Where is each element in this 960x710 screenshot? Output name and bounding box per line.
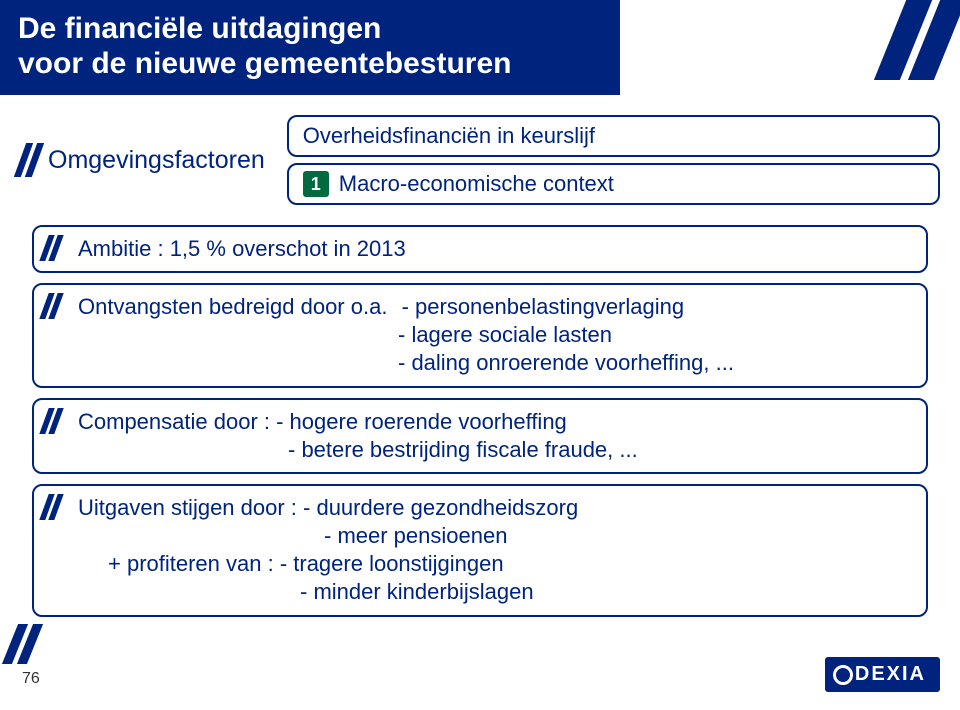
accent-top-right-icon	[840, 0, 960, 80]
slash-icon	[44, 408, 59, 434]
accent-bottom-left-icon	[10, 624, 35, 664]
env-row: Omgevingsfactoren Overheidsfinanciën in …	[20, 115, 940, 205]
list-item: Uitgaven stijgen door : - duurdere gezon…	[32, 484, 928, 617]
item-line1: Compensatie door : - hogere roerende voo…	[78, 409, 567, 434]
bubble-top-text: Overheidsfinanciën in keurslijf	[303, 123, 595, 149]
item-sub2: - lagere sociale lasten	[78, 321, 612, 349]
slash-icon	[20, 143, 38, 177]
brand-logo: DEXIA	[825, 657, 940, 692]
slash-icon	[44, 293, 59, 319]
page-number: 76	[22, 670, 40, 688]
item-line3: + profiteren van : - tragere loonstijgin…	[78, 550, 504, 578]
bubble-top: Overheidsfinanciën in keurslijf	[287, 115, 940, 157]
number-badge: 1	[303, 171, 329, 197]
slash-icon	[44, 494, 59, 520]
env-label: Omgevingsfactoren	[48, 146, 265, 175]
bubble-bottom-text: Macro-economische context	[339, 171, 614, 197]
items-list: Ambitie : 1,5 % overschot in 2013 Ontvan…	[32, 225, 928, 617]
list-item: Ontvangsten bedreigd door o.a. - persone…	[32, 283, 928, 387]
title-line-1: De financiële uitdagingen	[18, 12, 381, 45]
item-line1: Uitgaven stijgen door : - duurdere gezon…	[78, 495, 578, 520]
brand-text: DEXIA	[855, 663, 926, 685]
bubble-bottom: 1 Macro-economische context	[287, 163, 940, 205]
title-block: De financiële uitdagingen voor de nieuwe…	[0, 0, 620, 95]
page-title: De financiële uitdagingen voor de nieuwe…	[18, 12, 602, 81]
item-line2: - meer pensioenen	[78, 522, 507, 550]
list-item: Compensatie door : - hogere roerende voo…	[32, 398, 928, 474]
item-lead: Ontvangsten bedreigd door o.a.	[78, 294, 387, 319]
list-item: Ambitie : 1,5 % overschot in 2013	[32, 225, 928, 273]
item-line4: - minder kinderbijslagen	[78, 578, 534, 606]
item-line2: - betere bestrijding fiscale fraude, ...	[78, 436, 638, 464]
item-sub3: - daling onroerende voorheffing, ...	[78, 349, 734, 377]
slash-icon	[44, 235, 59, 261]
title-line-2: voor de nieuwe gemeentebesturen	[18, 47, 511, 80]
item-sub1: - personenbelastingverlaging	[394, 294, 685, 319]
bubble-stack: Overheidsfinanciën in keurslijf 1 Macro-…	[287, 115, 940, 205]
env-left: Omgevingsfactoren	[20, 143, 265, 177]
item-text: Ambitie : 1,5 % overschot in 2013	[78, 236, 406, 261]
